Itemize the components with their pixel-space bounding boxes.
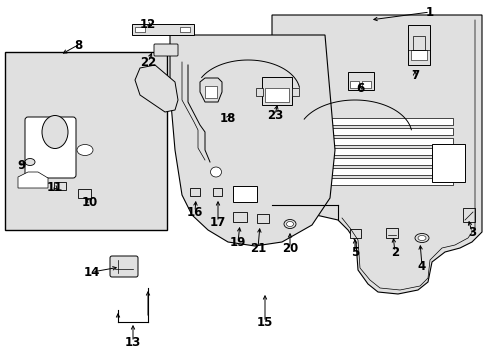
Ellipse shape: [25, 158, 35, 166]
Text: 4: 4: [417, 260, 425, 273]
Text: 2: 2: [390, 246, 398, 258]
Text: 3: 3: [467, 225, 475, 239]
Bar: [213, 188, 222, 196]
Polygon shape: [271, 15, 481, 294]
Bar: [325, 128, 452, 135]
Bar: [204, 86, 217, 98]
Bar: [325, 118, 452, 125]
Ellipse shape: [414, 234, 428, 243]
Text: 9: 9: [18, 158, 26, 171]
Polygon shape: [170, 35, 334, 246]
Text: 13: 13: [124, 336, 141, 348]
Bar: [292, 151, 310, 162]
Ellipse shape: [417, 235, 425, 240]
FancyBboxPatch shape: [110, 256, 138, 277]
Bar: [135, 27, 145, 32]
Bar: [5, 52, 167, 230]
Text: 7: 7: [410, 68, 418, 81]
Bar: [412, 36, 424, 50]
Ellipse shape: [77, 144, 93, 156]
Bar: [325, 178, 452, 185]
Bar: [54, 182, 66, 190]
Bar: [291, 88, 298, 96]
Bar: [180, 27, 190, 32]
Text: 17: 17: [209, 216, 225, 229]
Text: 6: 6: [355, 81, 364, 95]
Bar: [232, 212, 246, 222]
Text: 1: 1: [425, 5, 433, 18]
Text: 20: 20: [281, 242, 298, 255]
Text: 12: 12: [140, 18, 156, 31]
Bar: [257, 214, 268, 223]
Bar: [232, 186, 257, 202]
Bar: [256, 88, 263, 96]
Text: 10: 10: [81, 195, 98, 208]
Polygon shape: [200, 78, 222, 102]
Text: 18: 18: [220, 112, 236, 125]
Ellipse shape: [42, 116, 68, 149]
Bar: [325, 168, 452, 175]
Text: 8: 8: [74, 39, 82, 51]
Bar: [264, 88, 288, 102]
Text: 19: 19: [229, 235, 245, 248]
FancyBboxPatch shape: [25, 117, 76, 178]
Polygon shape: [18, 172, 48, 188]
Bar: [262, 77, 291, 105]
Text: 16: 16: [186, 206, 203, 219]
Ellipse shape: [286, 221, 293, 226]
Bar: [410, 50, 426, 60]
Bar: [349, 229, 360, 238]
Bar: [361, 81, 370, 88]
Bar: [325, 138, 452, 145]
Text: 14: 14: [83, 266, 100, 279]
Bar: [190, 188, 200, 196]
Bar: [431, 144, 464, 182]
Text: 21: 21: [249, 242, 265, 255]
FancyBboxPatch shape: [154, 44, 178, 56]
Bar: [132, 24, 194, 35]
Bar: [347, 72, 373, 90]
Bar: [78, 189, 91, 198]
Text: 11: 11: [47, 180, 63, 194]
Bar: [349, 81, 358, 88]
Ellipse shape: [210, 167, 221, 177]
Text: 23: 23: [266, 108, 283, 122]
Text: 5: 5: [350, 246, 358, 258]
Bar: [407, 25, 429, 65]
Text: 15: 15: [256, 315, 273, 328]
Bar: [325, 158, 452, 165]
Polygon shape: [135, 65, 178, 112]
Ellipse shape: [284, 220, 295, 229]
Bar: [325, 148, 452, 155]
Text: 22: 22: [140, 55, 156, 68]
Bar: [385, 228, 397, 238]
Bar: [462, 208, 474, 222]
